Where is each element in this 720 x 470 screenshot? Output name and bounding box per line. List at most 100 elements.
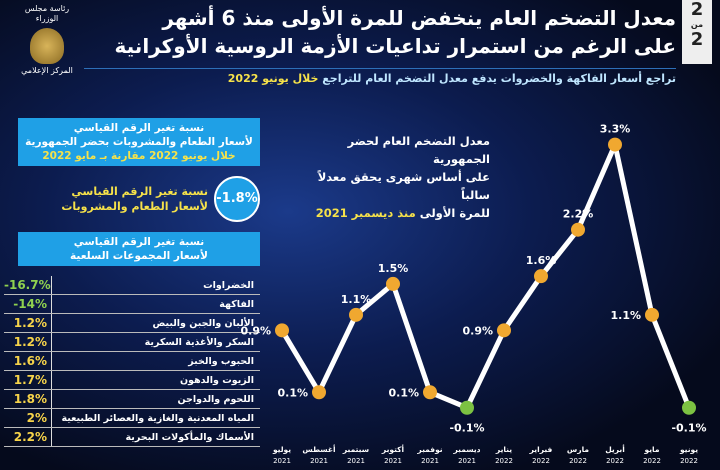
data-point	[386, 276, 400, 291]
data-label: 1.1%	[341, 293, 372, 306]
box1-line: لأسعار الطعام والمشروبات بحضر الجمهورية	[25, 136, 253, 148]
group-value: 2%	[4, 409, 52, 427]
page-of: من	[690, 20, 704, 29]
x-tick-month: ديسمبر	[452, 445, 480, 454]
x-tick-month: مارس	[567, 445, 589, 454]
food-index-box: نسبة تغير الرقم القياسي لأسعار الطعام وا…	[18, 118, 260, 166]
group-label: الخضراوات	[203, 279, 254, 291]
food-change-circle: -1.8%	[214, 176, 260, 222]
page-total: 2	[690, 29, 704, 50]
x-tick-year: 2021	[347, 457, 365, 465]
title-line-1: معدل التضخم العام ينخفض للمرة الأولى منذ…	[162, 6, 676, 30]
subtitle: تراجع أسعار الفاكهة والخضروات يدفع معدل …	[84, 68, 676, 86]
series-line	[279, 142, 692, 411]
x-tick-year: 2022	[495, 457, 513, 465]
data-label: 0.1%	[277, 386, 308, 399]
subtitle-main: تراجع أسعار الفاكهة والخضروات يدفع معدل …	[318, 72, 676, 85]
caption-line: معدل التضخم العام لحضر الجمهورية	[347, 134, 490, 166]
x-tick-year: 2021	[458, 457, 476, 465]
data-label: 2.2%	[563, 208, 594, 221]
data-point	[534, 269, 548, 284]
groups-box: نسبة تغير الرقم القياسي لأسعار المجموعات…	[18, 232, 260, 266]
group-row: 1.7% الزيوت والدهون	[4, 371, 260, 390]
caption-line: على أساس شهرى يحقق معدلاً سالباً	[317, 170, 490, 202]
page-badge: 2 من 2	[682, 0, 712, 64]
x-tick-month: أبريل	[605, 444, 625, 454]
x-tick-month: مايو	[644, 445, 660, 454]
data-point	[571, 222, 585, 237]
page-current: 2	[690, 0, 704, 20]
data-point	[460, 400, 474, 415]
group-value: -14%	[4, 295, 52, 313]
x-tick-month: نوفمبر	[416, 445, 442, 454]
group-row: -14% الفاكهة	[4, 295, 260, 314]
data-label: -0.1%	[671, 422, 706, 435]
group-row: 1.6% الحبوب والخبز	[4, 352, 260, 371]
group-row: 2% المياه المعدنية والغازية والعصائر الطب…	[4, 409, 260, 428]
data-label: 3.3%	[600, 123, 631, 136]
group-row: 2.2% الأسماك والمأكولات البحرية	[4, 428, 260, 447]
food-change-label: نسبة تغير الرقم القياسي لأسعار الطعام وا…	[4, 184, 208, 214]
group-label: الأسماك والمأكولات البحرية	[125, 431, 254, 443]
data-point	[608, 137, 622, 152]
group-label: الزيوت والدهون	[180, 374, 254, 386]
header: معدل التضخم العام ينخفض للمرة الأولى منذ…	[84, 4, 676, 86]
x-tick-year: 2022	[680, 457, 698, 465]
groups-table: -16.7% الخضراوات -14% الفاكهة 1.2% الألبان وا…	[4, 276, 260, 447]
subtitle-highlight: خلال يونيو 2022	[227, 72, 319, 85]
group-row: 1.2% السكر والأغذية السكرية	[4, 333, 260, 352]
group-row: 1.2% الألبان والجبن والبيض	[4, 314, 260, 333]
group-value: -16.7%	[4, 276, 52, 294]
x-tick-month: يونيو	[679, 445, 698, 454]
caption-highlight: منذ ديسمبر 2021	[315, 206, 416, 220]
data-label: 1.1%	[610, 309, 641, 322]
chart-caption: معدل التضخم العام لحضر الجمهورية على أسا…	[290, 132, 490, 222]
page-title: معدل التضخم العام ينخفض للمرة الأولى منذ…	[84, 4, 676, 60]
eagle-emblem-icon	[30, 28, 64, 64]
x-tick-year: 2021	[384, 457, 402, 465]
box2-line: لأسعار المجموعات السلعية	[70, 250, 208, 262]
x-tick-month: سبتمبر	[342, 445, 369, 454]
data-label: 0.9%	[240, 324, 271, 337]
box2-line: نسبة تغير الرقم القياسي	[73, 236, 205, 248]
group-label: الحبوب والخبز	[188, 355, 254, 367]
x-tick-month: يوليو	[272, 445, 291, 454]
title-line-2: على الرغم من استمرار تداعيات الأزمة الرو…	[114, 34, 676, 58]
logo-text-top: رئاسة مجلس الوزراء	[24, 4, 70, 23]
data-point	[312, 385, 326, 400]
left-panel: نسبة تغير الرقم القياسي لأسعار الطعام وا…	[4, 118, 260, 447]
x-tick-year: 2022	[643, 457, 661, 465]
data-point	[645, 307, 659, 322]
x-tick-year: 2021	[273, 457, 291, 465]
x-tick-month: فبراير	[529, 445, 553, 454]
data-point	[682, 400, 696, 415]
logo-text-bottom: المركز الإعلامي	[21, 66, 73, 75]
group-label: السكر والأغذية السكرية	[144, 336, 254, 348]
data-label: 0.1%	[388, 386, 419, 399]
x-tick-month: أغسطس	[302, 444, 335, 454]
group-value: 1.8%	[4, 390, 52, 408]
group-value: 1.7%	[4, 371, 52, 389]
box1-line: نسبة تغير الرقم القياسي	[73, 122, 205, 134]
group-value: 1.2%	[4, 333, 52, 351]
group-label: الفاكهة	[219, 298, 254, 310]
x-tick-year: 2022	[569, 457, 587, 465]
x-tick-month: أكتوبر	[381, 444, 404, 454]
data-label: -0.1%	[449, 422, 484, 435]
data-point	[349, 307, 363, 322]
data-label: 1.5%	[378, 262, 409, 275]
data-label: 0.9%	[462, 324, 493, 337]
food-change-row: نسبة تغير الرقم القياسي لأسعار الطعام وا…	[4, 172, 260, 226]
group-value: 2.2%	[4, 428, 52, 446]
food-label-line: نسبة تغير الرقم القياسي	[71, 185, 208, 198]
x-tick-year: 2022	[606, 457, 624, 465]
data-point	[497, 323, 511, 338]
data-label: 1.6%	[526, 254, 557, 267]
group-value: 1.2%	[4, 314, 52, 332]
food-label-line: لأسعار الطعام والمشروبات	[61, 200, 208, 213]
group-label: المياه المعدنية والغازية والعصائر الطبيع…	[61, 412, 254, 424]
data-point	[423, 385, 437, 400]
logo: رئاسة مجلس الوزراء المركز الإعلامي	[14, 4, 80, 76]
box1-line: خلال يونيو 2022 مقارنة بـ مايو 2022	[42, 150, 236, 162]
